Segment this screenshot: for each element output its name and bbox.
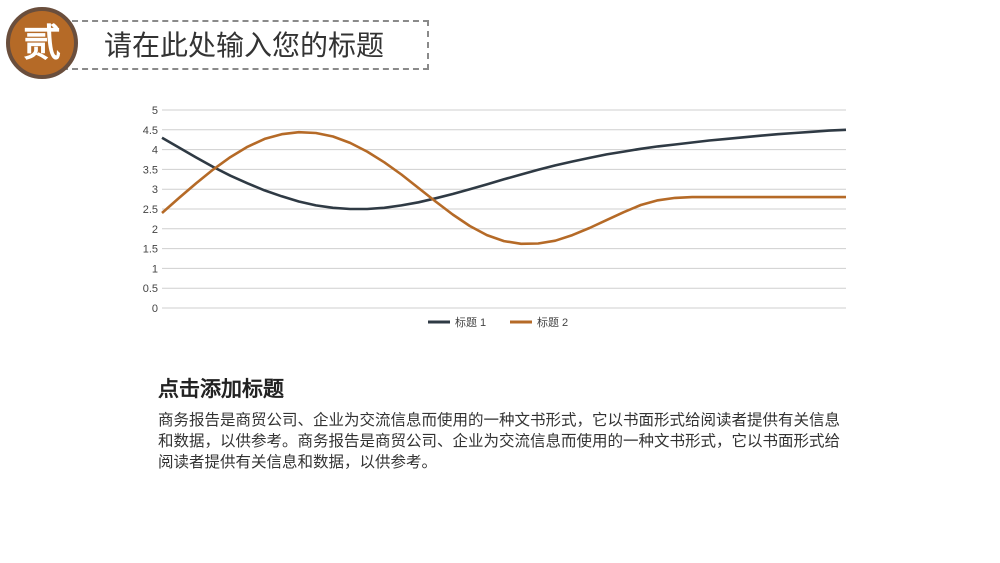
y-tick-label: 3 (152, 184, 158, 196)
legend-label-2: 标题 2 (537, 315, 568, 329)
series-line-1 (161, 128, 847, 211)
y-tick-label: 3.5 (143, 164, 158, 176)
section-number-badge: 贰 (6, 7, 78, 79)
page-title: 请在此处输入您的标题 (104, 29, 385, 62)
chart-series (161, 128, 847, 246)
y-axis-labels: 0 0.5 1 1.5 2 2.5 3 3.5 4 4.5 5 (143, 105, 158, 315)
y-tick-label: 1.5 (143, 244, 158, 256)
y-tick-label: 1 (152, 263, 158, 275)
y-tick-label: 5 (152, 105, 158, 117)
y-tick-label: 4 (152, 145, 158, 157)
section-title: 点击添加标题 (158, 377, 284, 401)
section-body: 商务报告是商贸公司、企业为交流信息而使用的一种文书形式，它以书面形式给阅读者提供… (158, 411, 841, 471)
y-tick-label: 2 (152, 224, 158, 236)
series-line-2 (161, 130, 846, 246)
chart-gridlines (162, 109, 846, 309)
y-tick-label: 0.5 (143, 283, 158, 295)
y-tick-label: 0 (152, 303, 158, 315)
legend-label-1: 标题 1 (455, 315, 486, 329)
y-tick-label: 4.5 (143, 125, 158, 137)
badge-character: 贰 (22, 21, 61, 65)
line-chart: 0 0.5 1 1.5 2 2.5 3 3.5 4 4.5 5 标题 1 标题 2 (143, 105, 847, 329)
y-tick-label: 2.5 (143, 204, 158, 216)
chart-legend: 标题 1 标题 2 (428, 315, 568, 329)
